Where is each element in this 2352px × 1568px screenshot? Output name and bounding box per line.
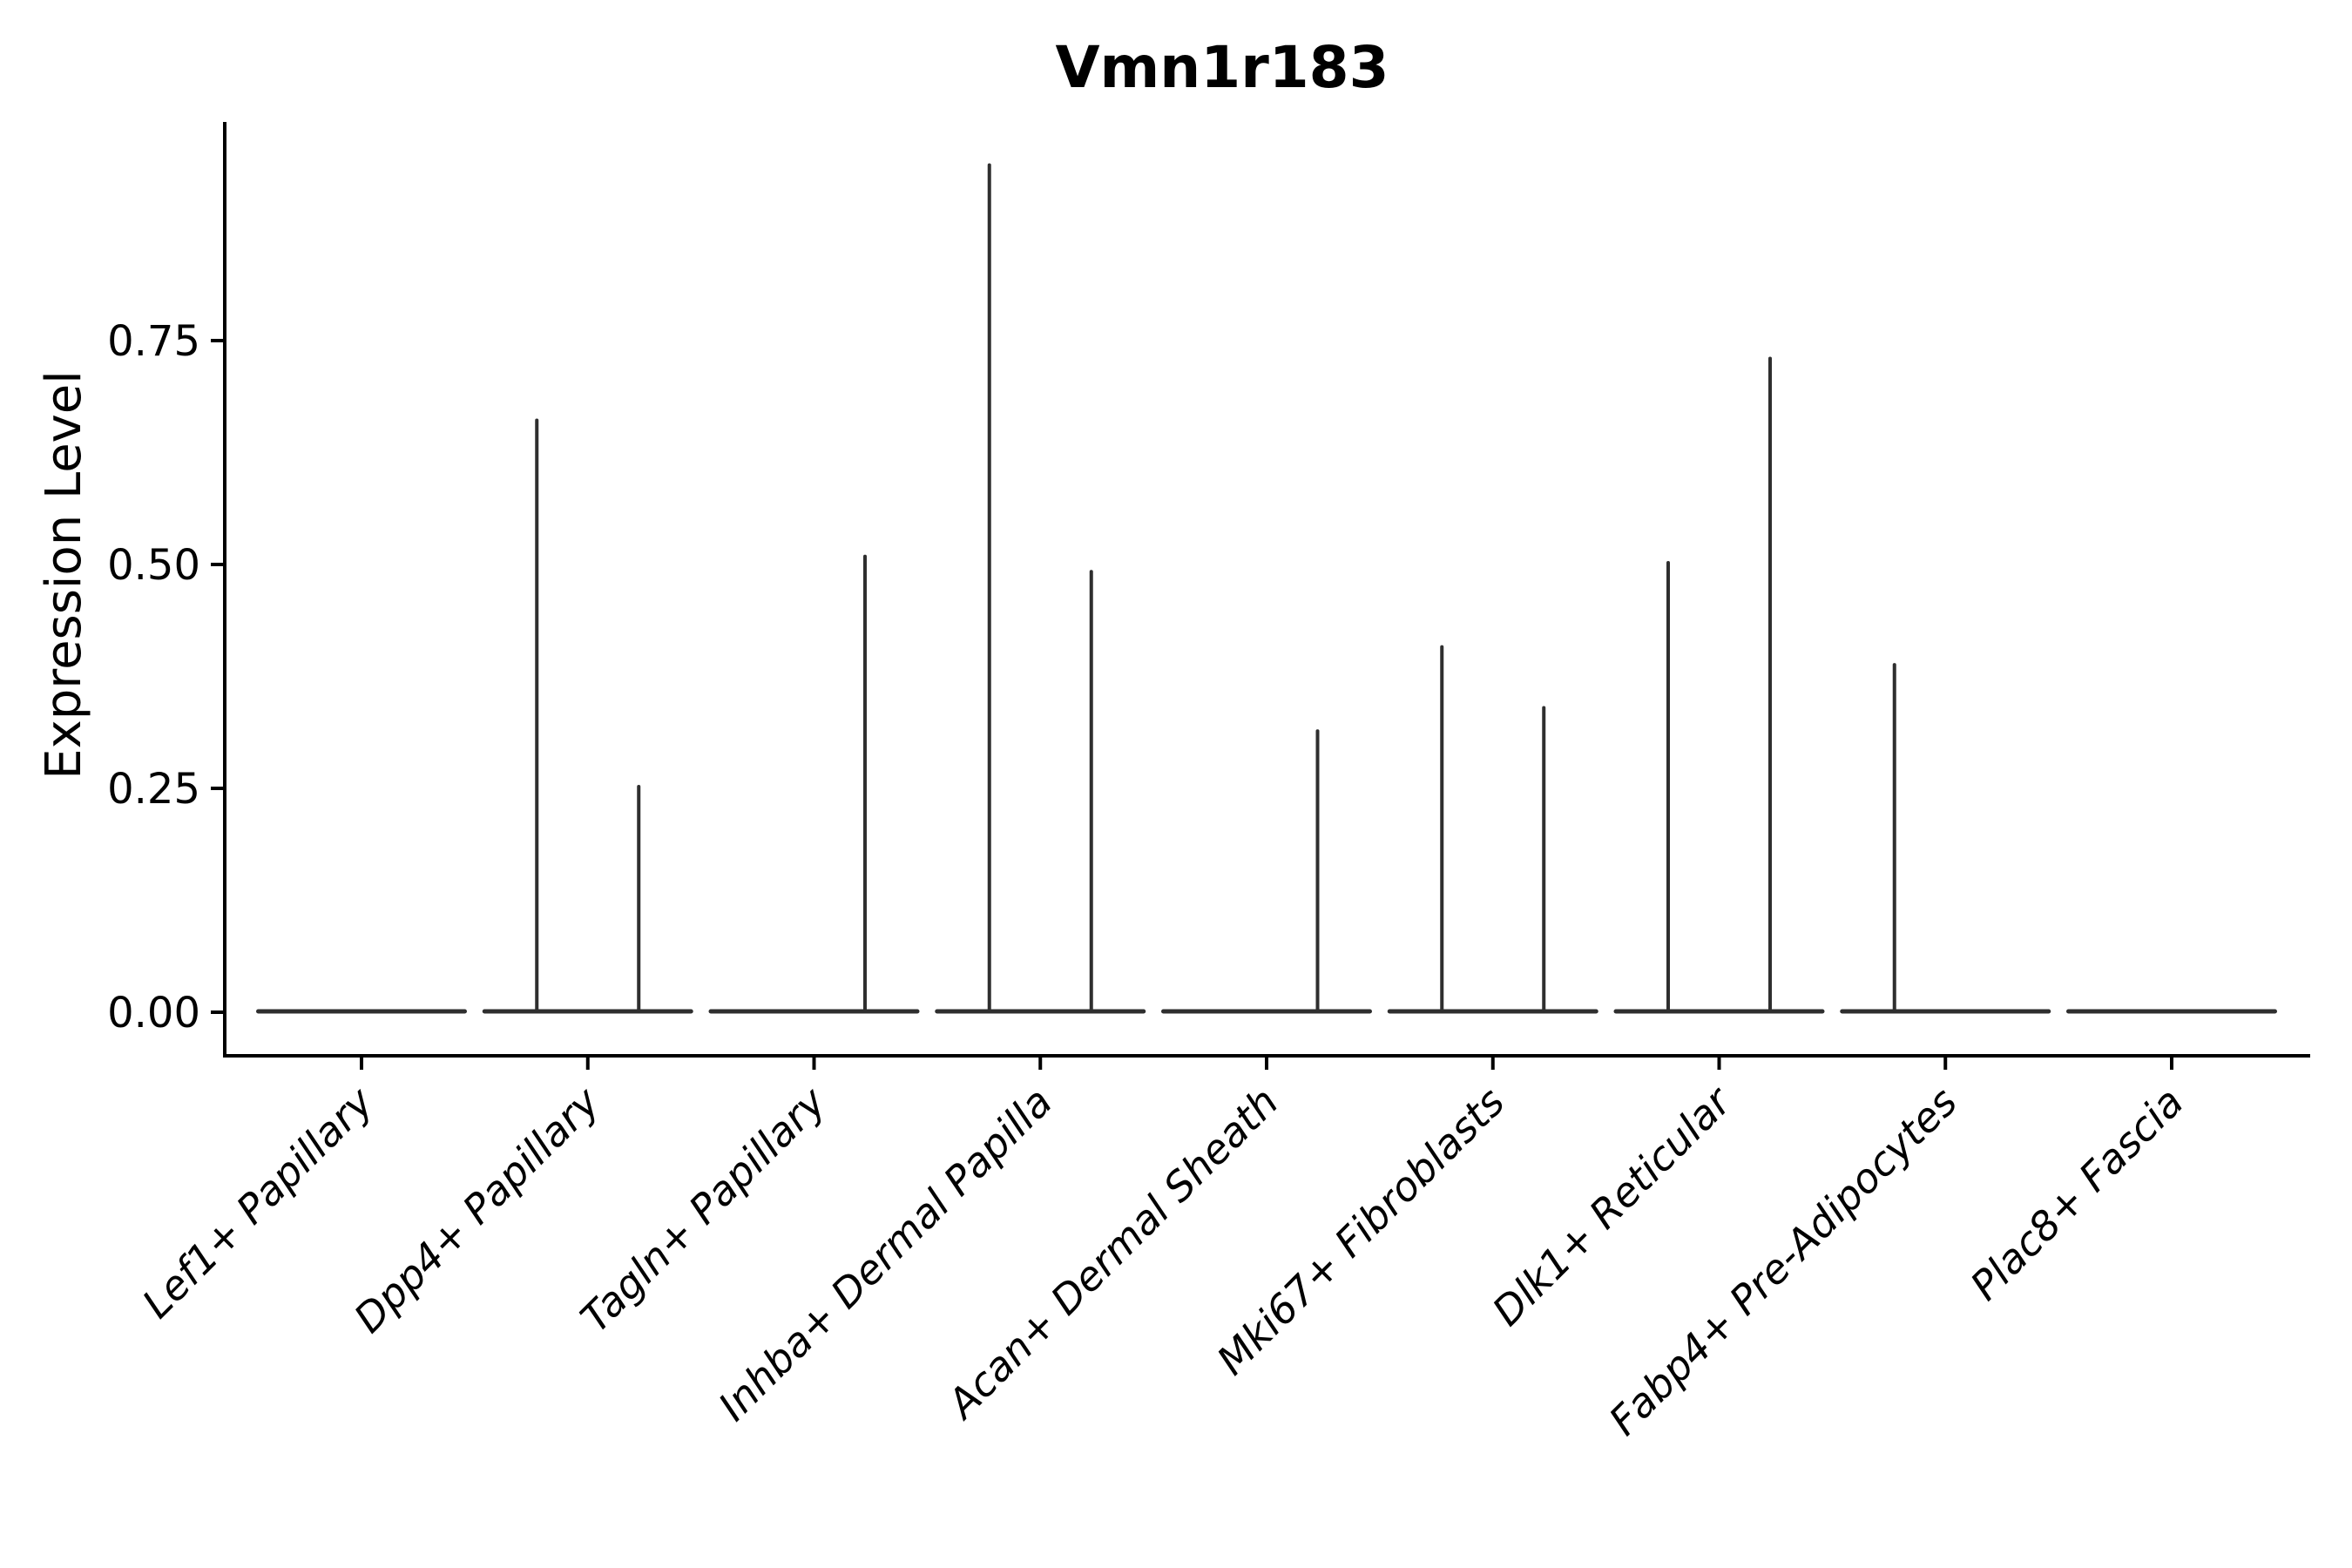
y-tick-label: 0.25 bbox=[107, 765, 200, 814]
violin-group bbox=[1161, 729, 1372, 1014]
violins bbox=[256, 163, 2277, 1014]
y-axis-label: Expression Level bbox=[36, 370, 92, 780]
violin-group bbox=[1613, 356, 1825, 1014]
x-tick-label: Lef1+ Papillary bbox=[133, 1078, 382, 1327]
x-tick-label: Dpp4+ Papillary bbox=[345, 1078, 609, 1342]
chart-title: Vmn1r183 bbox=[1055, 34, 1389, 101]
violin-group bbox=[1387, 645, 1598, 1014]
y-ticks: 0.00 0.25 0.50 0.75 bbox=[107, 317, 225, 1037]
x-tick-label: Plac8+ Fascia bbox=[1961, 1078, 2192, 1309]
violin-group bbox=[1840, 663, 2051, 1014]
x-tick-label: Tagln+ Papillary bbox=[571, 1078, 835, 1342]
y-tick-label: 0.50 bbox=[107, 541, 200, 590]
y-tick-label: 0.75 bbox=[107, 317, 200, 366]
y-tick-label: 0.00 bbox=[107, 989, 200, 1037]
violin-group bbox=[482, 418, 693, 1014]
x-tick-label: Dlk1+ Reticular bbox=[1484, 1076, 1742, 1335]
violin-group bbox=[935, 163, 1146, 1014]
violin-group bbox=[708, 554, 920, 1014]
